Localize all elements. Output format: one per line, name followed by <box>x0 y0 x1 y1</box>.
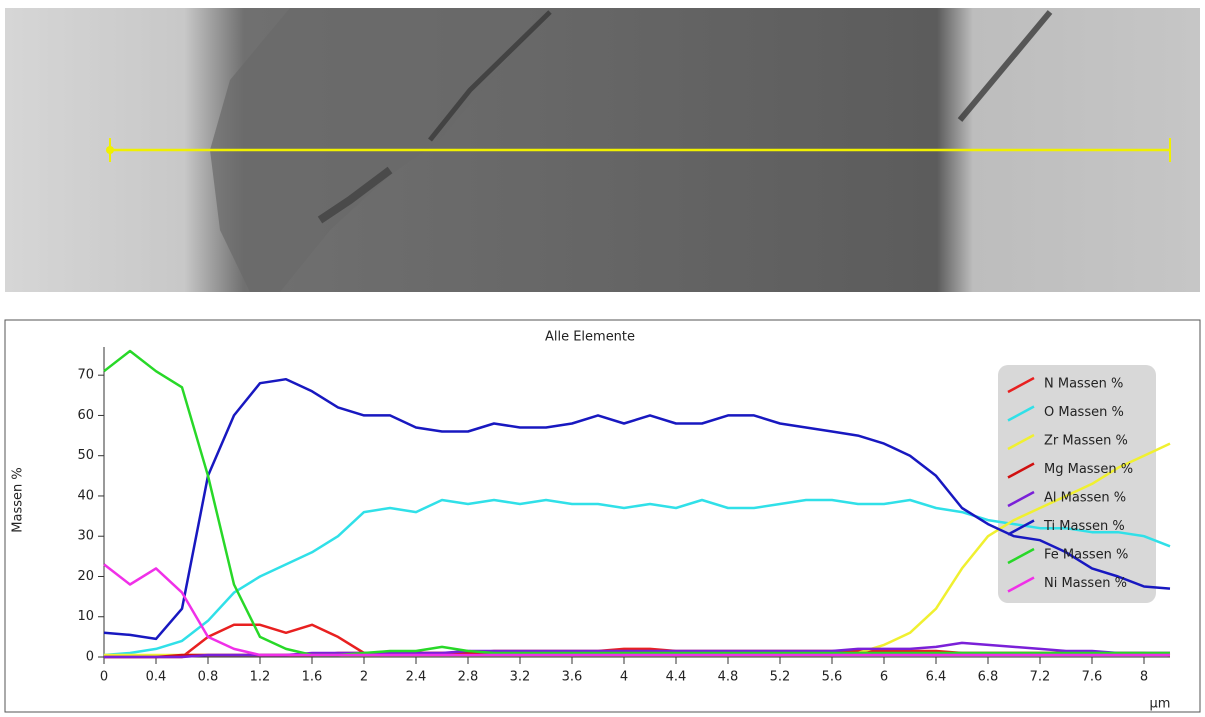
x-tick-label: 2.4 <box>406 670 427 685</box>
x-tick-label: 0 <box>100 670 108 685</box>
x-tick-label: 0.8 <box>198 670 219 685</box>
y-tick-label: 20 <box>77 569 94 584</box>
legend-swatch <box>1007 462 1035 479</box>
legend-label: Zr Massen % <box>1044 434 1128 449</box>
y-tick-label: 0 <box>86 650 94 665</box>
legend-swatch <box>1007 576 1035 593</box>
y-tick-label: 50 <box>77 448 94 463</box>
series-line <box>103 377 1171 641</box>
x-tick-label: 5.6 <box>822 670 843 685</box>
x-tick-label: 1.2 <box>250 670 271 685</box>
x-tick-label: 8 <box>1140 670 1148 685</box>
x-tick-label: 5.2 <box>770 670 791 685</box>
x-tick-label: 4.4 <box>666 670 687 685</box>
legend-label: Ti Massen % <box>1043 519 1125 534</box>
legend-swatch <box>1007 433 1035 451</box>
legend-label: N Massen % <box>1044 377 1123 392</box>
y-tick-label: 30 <box>77 529 94 544</box>
x-tick-label: 3.2 <box>510 670 531 685</box>
x-tick-label: 4.8 <box>718 670 739 685</box>
x-tick-label: 2.8 <box>458 670 479 685</box>
x-tick-label: 0.4 <box>146 670 167 685</box>
x-tick-label: 7.2 <box>1030 670 1051 685</box>
x-tick-label: 6.8 <box>978 670 999 685</box>
y-tick-label: 40 <box>77 488 94 503</box>
legend-swatch <box>1007 405 1035 422</box>
series-line <box>103 349 1170 657</box>
x-tick-label: 3.6 <box>562 670 583 685</box>
x-tick-label: 6 <box>880 670 888 685</box>
legend-label: Mg Massen % <box>1044 462 1133 477</box>
series-line <box>103 563 1170 657</box>
x-axis-label: µm <box>1150 697 1171 712</box>
legend-swatch <box>1007 519 1035 536</box>
chart-title: Alle Elemente <box>545 330 635 345</box>
legend-label: Ni Massen % <box>1044 576 1127 591</box>
x-tick-label: 4 <box>620 670 628 685</box>
y-tick-label: 70 <box>77 368 94 383</box>
legend-label: Fe Massen % <box>1044 548 1128 563</box>
legend-swatch <box>1007 547 1035 565</box>
legend-label: O Massen % <box>1044 405 1124 420</box>
legend-swatch <box>1007 376 1035 394</box>
x-tick-label: 2 <box>360 670 368 685</box>
y-axis-label: Massen % <box>11 467 26 532</box>
x-tick-label: 7.6 <box>1082 670 1103 685</box>
legend-label: Al Massen % <box>1044 491 1126 506</box>
sem-image <box>5 8 1200 292</box>
y-tick-label: 60 <box>77 408 94 423</box>
legend-swatch <box>1007 490 1035 508</box>
x-tick-label: 1.6 <box>302 670 323 685</box>
legend-box <box>998 365 1156 603</box>
series-line <box>103 498 1171 657</box>
y-tick-label: 10 <box>77 609 94 624</box>
x-tick-label: 6.4 <box>926 670 947 685</box>
